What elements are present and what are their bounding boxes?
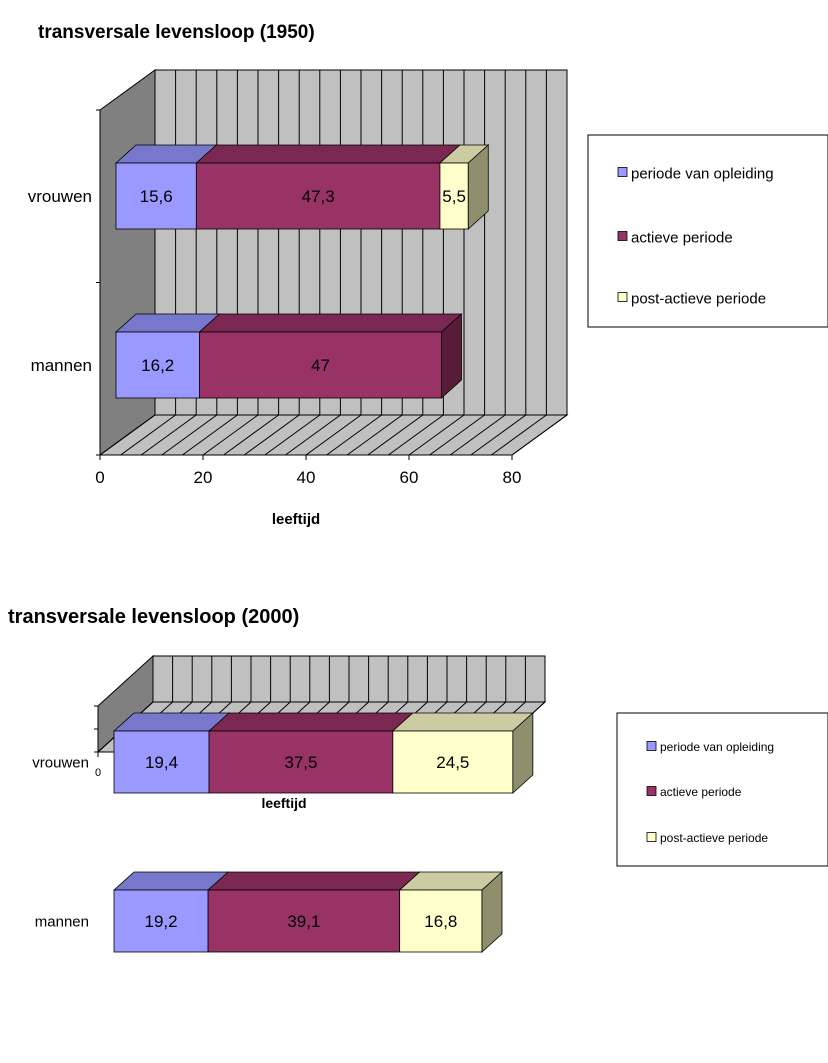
bar-1-0 [115, 331, 200, 399]
bar-top [198, 313, 463, 333]
gridline-floor [202, 414, 259, 456]
data-label: 19,4 [145, 753, 178, 772]
gridline-floor [449, 414, 506, 456]
legend-swatch [617, 231, 628, 241]
x-tick-label: 0 [95, 468, 104, 487]
data-label: 16,2 [141, 356, 174, 375]
bar-side [441, 313, 462, 399]
gridline-floor [511, 414, 568, 456]
bar-0-0 [115, 162, 197, 230]
legend-entry: periode van opleiding [631, 165, 774, 182]
legend-swatch [646, 786, 657, 796]
legend [587, 134, 828, 328]
gridline-floor [182, 414, 238, 456]
bar-top [391, 712, 534, 732]
category-label: vrouwen [28, 187, 92, 206]
gridline-floor [491, 414, 547, 456]
data-label: 19,2 [144, 912, 177, 931]
data-label: 37,5 [284, 753, 317, 772]
gridline-floor [161, 414, 218, 456]
gridline-floor [120, 414, 176, 456]
category-label: mannen [31, 356, 92, 375]
gridline-floor [388, 414, 444, 456]
x-tick-label: 20 [194, 468, 213, 487]
gridline-floor [346, 414, 403, 456]
bar-0-2 [392, 730, 514, 794]
legend-swatch [617, 292, 628, 302]
bar-top [208, 712, 414, 732]
gridline-floor [326, 414, 382, 456]
legend-entry: actieve periode [631, 229, 733, 246]
gridline-floor [243, 414, 300, 456]
bar-top [207, 871, 421, 891]
gridline-floor [367, 414, 424, 456]
bar-0-0 [113, 730, 210, 794]
legend-entry: periode van opleiding [660, 740, 774, 754]
gridline-floor [99, 414, 156, 456]
gridline-floor [470, 414, 527, 456]
bar-1-0 [113, 889, 209, 953]
legend-entry: post-actieve periode [631, 290, 766, 307]
data-label: 24,5 [436, 753, 469, 772]
bar-side [512, 712, 534, 794]
x-axis-label: leeftijd [261, 795, 306, 811]
x-tick-label: 0 [95, 767, 101, 779]
gridline-floor [264, 414, 321, 456]
chart-title: transversale levensloop (2000) [8, 606, 299, 628]
bar-side [467, 144, 489, 230]
legend-entry: post-actieve periode [660, 831, 768, 845]
data-label: 47 [311, 356, 330, 375]
gridline-floor [305, 414, 362, 456]
gridline-floor [429, 414, 485, 456]
x-tick-label: 80 [503, 468, 522, 487]
data-label: 16,8 [424, 912, 457, 931]
data-label: 5,5 [442, 187, 466, 206]
data-label: 15,6 [140, 187, 173, 206]
chart-1950: transversale levensloop (1950) vrouwen man… [28, 22, 828, 528]
bar-top [195, 144, 461, 164]
x-tick-label: 60 [400, 468, 419, 487]
data-label: 39,1 [287, 912, 320, 931]
legend-swatch [646, 741, 657, 751]
bar-1-2 [399, 889, 483, 953]
x-tick-label: 40 [297, 468, 316, 487]
gridline-floor [140, 414, 197, 456]
legend-swatch [617, 167, 628, 177]
legend-swatch [646, 832, 657, 842]
chart-title: transversale levensloop (1950) [38, 22, 315, 43]
category-label: vrouwen [32, 754, 89, 771]
legend-entry: actieve periode [660, 785, 742, 799]
bar-0-1 [208, 730, 394, 794]
category-label: mannen [35, 913, 89, 930]
bar-side [481, 871, 503, 953]
gridline-floor [285, 414, 341, 456]
gridline-floor [408, 414, 465, 456]
data-label: 47,3 [302, 187, 335, 206]
bar-0-1 [195, 162, 441, 230]
bar-1-1 [199, 331, 442, 399]
x-axis-label: leeftijd [272, 511, 320, 528]
chart-2000: transversale levensloop (2000) vrouwen man… [8, 606, 828, 953]
gridline-floor [223, 414, 279, 456]
bar-0-2 [439, 162, 469, 230]
bar-1-1 [207, 889, 401, 953]
